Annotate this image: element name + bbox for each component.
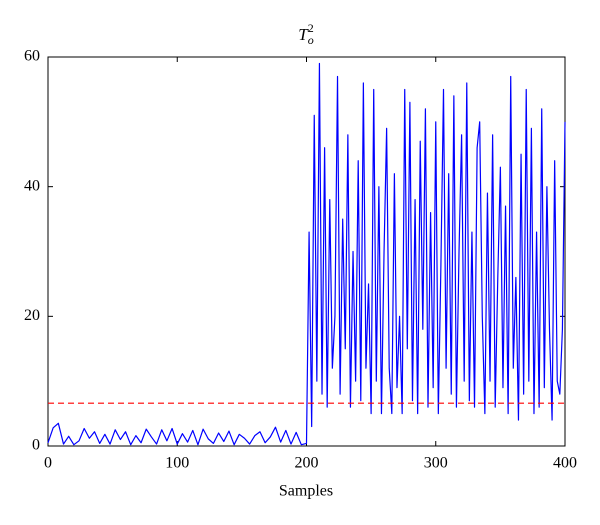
title-base: T [298,25,309,44]
plot-frame [47,56,566,447]
y-tick-label: 60 [24,48,40,65]
title-sub: o [308,33,314,47]
x-tick-label: 400 [553,455,577,472]
y-tick-label: 0 [32,437,40,454]
x-tick-label: 300 [424,455,448,472]
title-sup: 2 [308,21,314,35]
x-tick-label: 100 [165,455,189,472]
line-series [47,62,566,446]
chart-title: To2 [298,21,313,47]
x-axis-label: Samples [279,483,333,500]
y-tick-label: 40 [24,177,40,194]
x-tick-label: 200 [295,455,319,472]
y-tick-label: 20 [24,307,40,324]
x-tick-label: 0 [44,455,52,472]
